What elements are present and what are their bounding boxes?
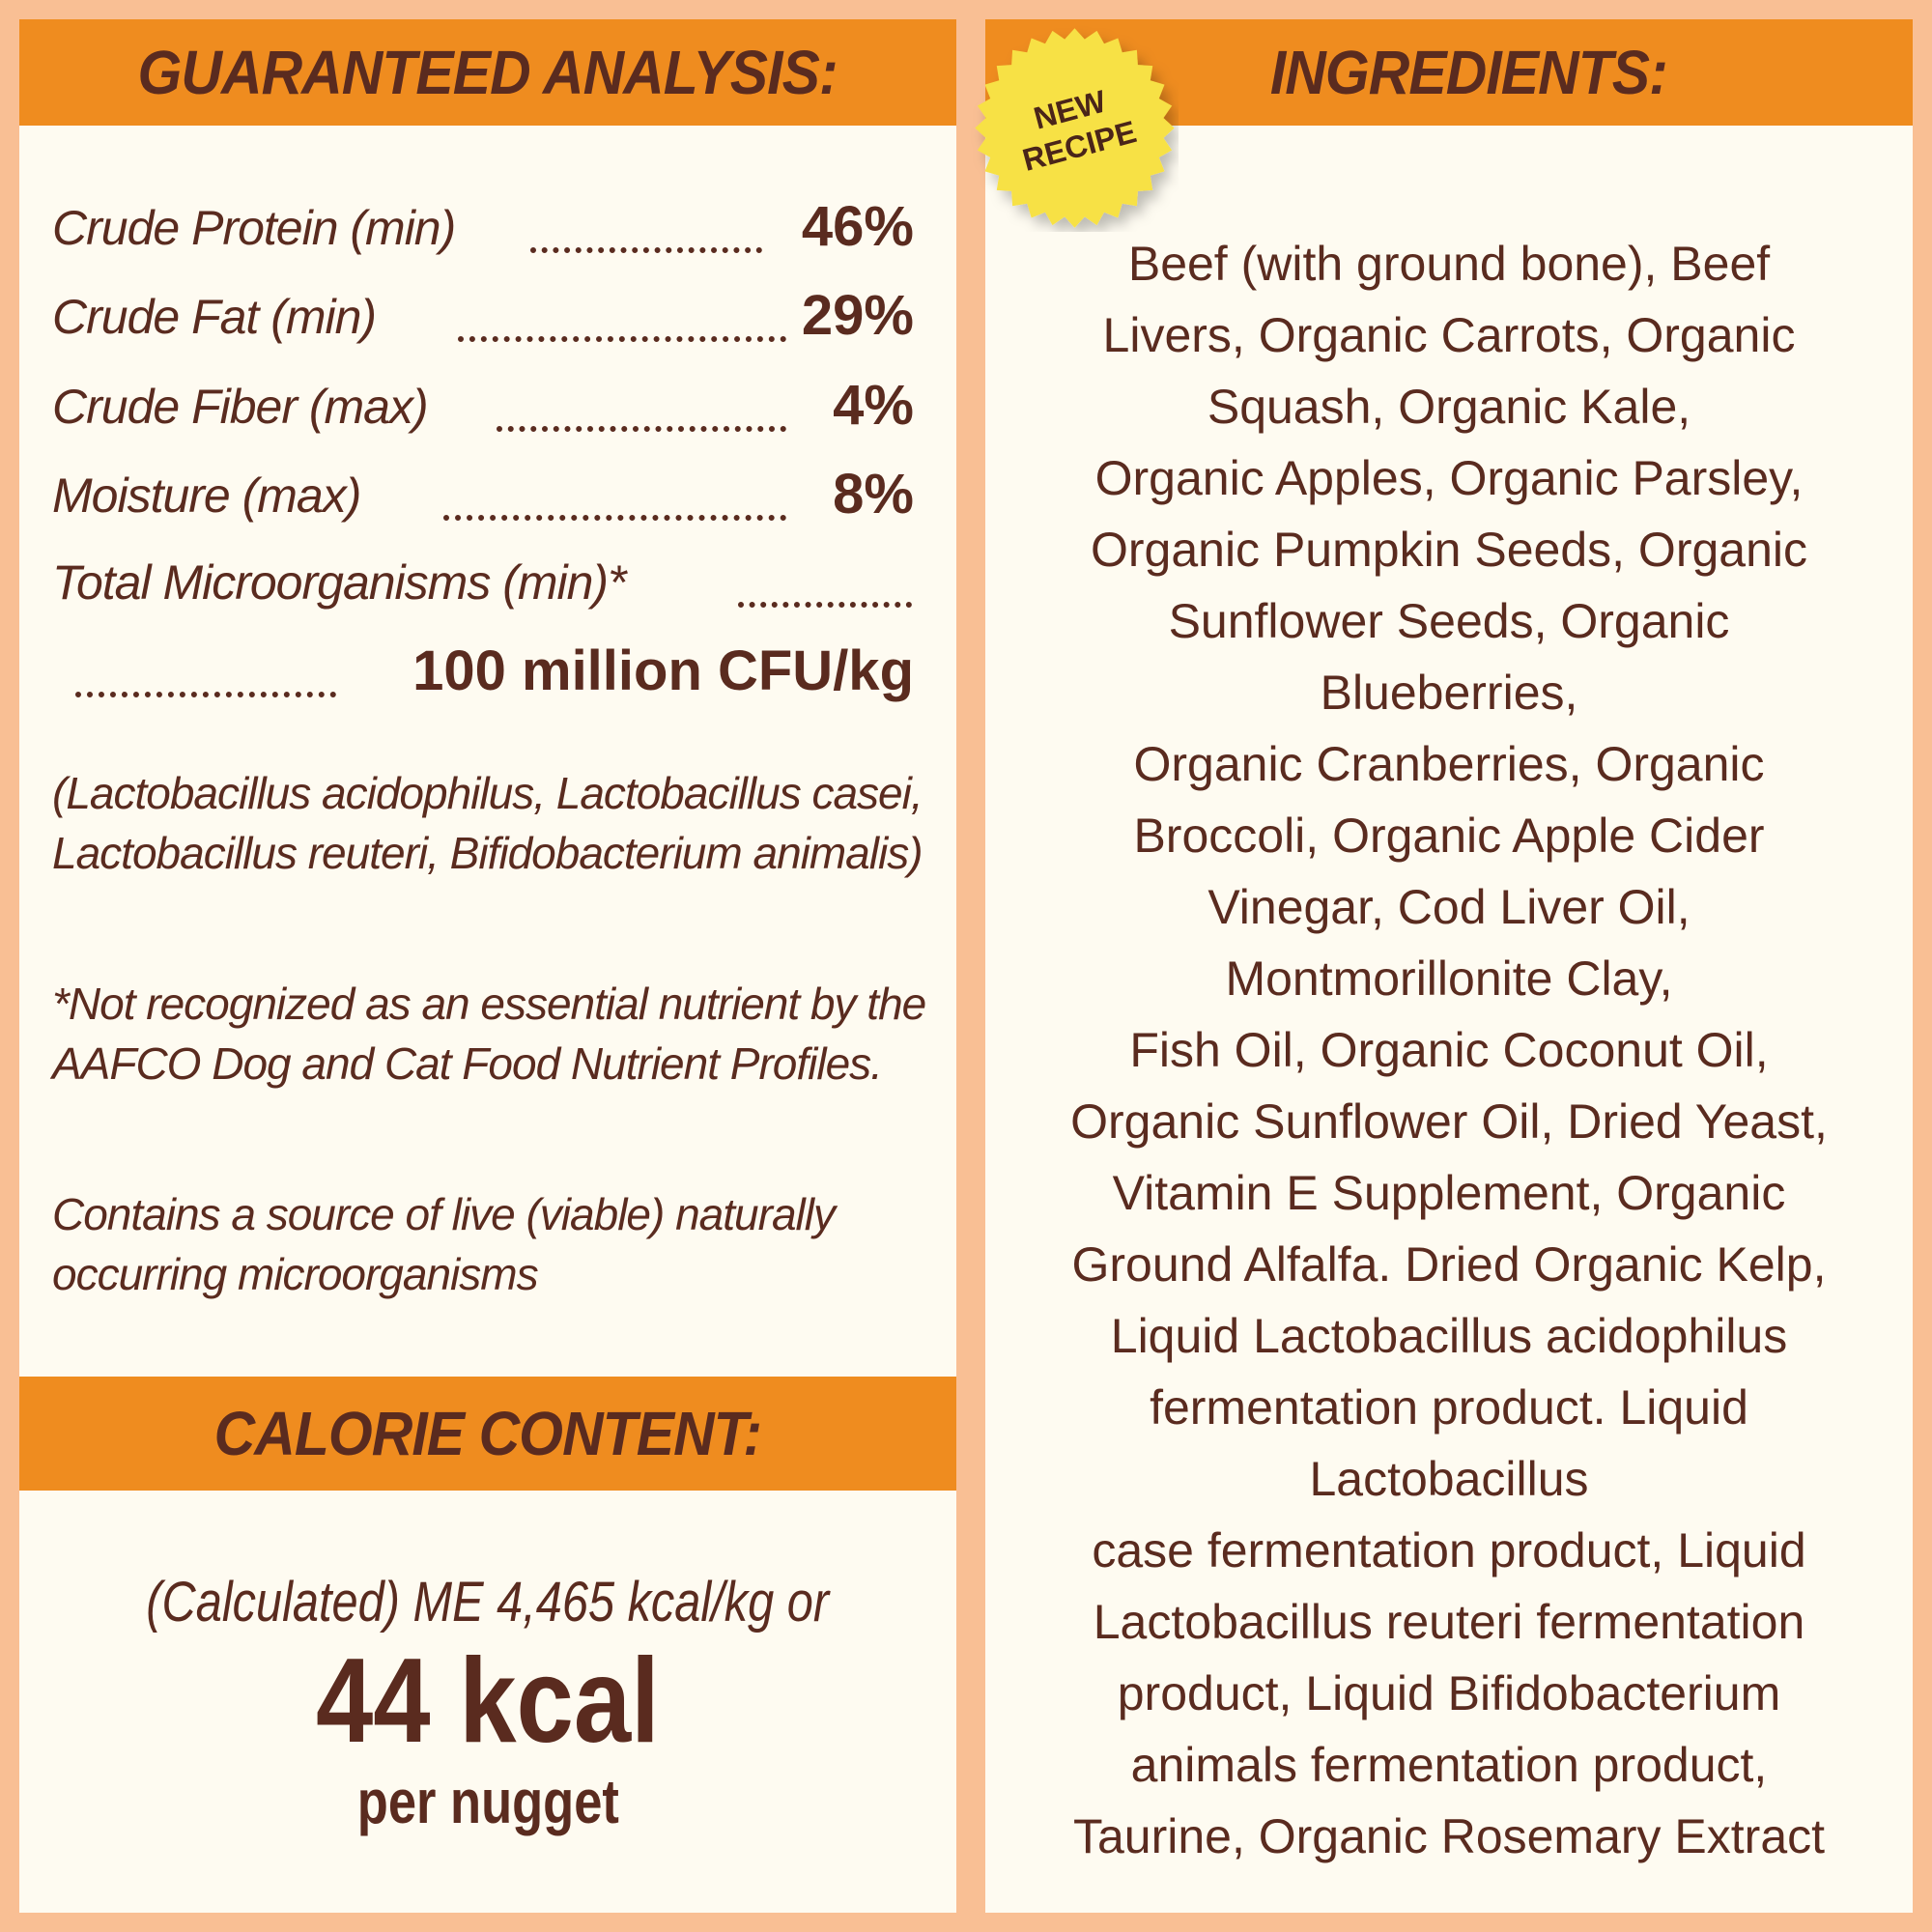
strains-text: (Lactobacillus acidophilus, Lactobacillu… — [52, 768, 923, 878]
nutrient-row-moisture: Moisture (max) 8% — [52, 457, 914, 534]
ingredient-line: Squash, Organic Kale, — [1207, 380, 1691, 434]
ingredient-line: Vitamin E Supplement, Organic — [1112, 1166, 1786, 1220]
ingredient-line: case fermentation product, Liquid — [1092, 1523, 1806, 1577]
ingredients-list: Beef (with ground bone), Beef Livers, Org… — [985, 228, 1913, 1872]
ingredient-line: Broccoli, Organic Apple Cider — [1133, 809, 1765, 863]
calorie-calculated-text: (Calculated) ME 4,465 kcal/kg or — [146, 1571, 830, 1634]
nutrient-row-fiber: Crude Fiber (max) 4% — [52, 368, 914, 445]
calorie-unit: per nugget — [19, 1766, 956, 1837]
nutrient-label: Total Microorganisms (min)* — [52, 555, 627, 610]
nutrient-row-cfu: 100 million CFU/kg — [52, 634, 914, 711]
nutrient-row-protein: Crude Protein (min) 46% — [52, 189, 914, 267]
nutrient-value: 29% — [801, 284, 914, 347]
ingredient-line: Fish Oil, Organic Coconut Oil, — [1129, 1023, 1769, 1077]
starburst-icon — [975, 28, 1175, 228]
ingredient-line: Vinegar, Cod Liver Oil, — [1208, 880, 1690, 934]
nutrient-row-microorganisms: Total Microorganisms (min)* — [52, 544, 914, 621]
calorie-big: 44 kcal — [19, 1633, 956, 1770]
ingredient-line: Lactobacillus — [1309, 1452, 1589, 1506]
ingredient-line: Sunflower Seeds, Organic — [1168, 594, 1730, 648]
dot-leader — [530, 247, 762, 253]
live-culture-note: Contains a source of live (viable) natur… — [52, 1189, 836, 1299]
calorie-big-text: 44 kcal — [316, 1634, 660, 1768]
nutrient-value: 4% — [833, 374, 914, 437]
nutrient-value: 100 million CFU/kg — [412, 639, 914, 702]
ingredients-title: INGREDIENTS: — [1269, 38, 1668, 107]
analysis-title: GUARANTEED ANALYSIS: — [137, 38, 838, 107]
calorie-unit-text: per nugget — [356, 1767, 619, 1836]
calorie-calculated: (Calculated) ME 4,465 kcal/kg or — [19, 1570, 956, 1634]
nutrient-label: Moisture (max) — [52, 469, 361, 523]
ingredient-line: Montmorillonite Clay, — [1225, 952, 1673, 1006]
ingredient-line: Lactobacillus reuteri fermentation — [1093, 1595, 1805, 1649]
ingredient-line: fermentation product. Liquid — [1150, 1380, 1748, 1435]
ingredient-line: Livers, Organic Carrots, Organic — [1102, 308, 1796, 362]
ingredient-line: Organic Sunflower Oil, Dried Yeast, — [1070, 1094, 1828, 1149]
ingredient-line: product, Liquid Bifidobacterium — [1117, 1666, 1781, 1720]
nutrient-value: 46% — [801, 195, 914, 258]
dot-leader — [497, 426, 786, 432]
dot-leader — [738, 602, 912, 608]
ingredient-line: Beef (with ground bone), Beef — [1127, 237, 1771, 291]
analysis-header: GUARANTEED ANALYSIS: — [19, 19, 956, 126]
new-recipe-badge: NEW RECIPE — [975, 28, 1175, 228]
ingredient-line: Organic Pumpkin Seeds, Organic — [1090, 523, 1808, 577]
ingredient-line: Organic Apples, Organic Parsley, — [1094, 451, 1804, 505]
nutrient-value: 8% — [833, 463, 914, 526]
ingredient-line: animals fermentation product, — [1130, 1738, 1768, 1792]
analysis-panel — [19, 19, 956, 1913]
nutrient-label: Crude Protein (min) — [52, 201, 456, 255]
ingredient-line: Ground Alfalfa. Dried Organic Kelp, — [1071, 1237, 1827, 1292]
nutrient-row-fat: Crude Fat (min) 29% — [52, 278, 914, 355]
nutrient-label: Crude Fat (min) — [52, 290, 377, 344]
nutrient-label: Crude Fiber (max) — [52, 380, 429, 434]
calorie-header: CALORIE CONTENT: — [19, 1377, 956, 1491]
ingredients-panel — [985, 19, 1913, 1913]
dot-leader — [75, 692, 336, 697]
calorie-title: CALORIE CONTENT: — [213, 1399, 762, 1468]
ingredient-line: Blueberries, — [1320, 666, 1578, 720]
dot-leader — [443, 515, 786, 521]
dot-leader — [458, 336, 786, 342]
ingredient-line: Organic Cranberries, Organic — [1133, 737, 1765, 791]
ingredient-line: Taurine, Organic Rosemary Extract — [1072, 1809, 1826, 1863]
ingredient-line: Liquid Lactobacillus acidophilus — [1110, 1309, 1788, 1363]
footnote-text: *Not recognized as an essential nutrient… — [52, 979, 926, 1089]
